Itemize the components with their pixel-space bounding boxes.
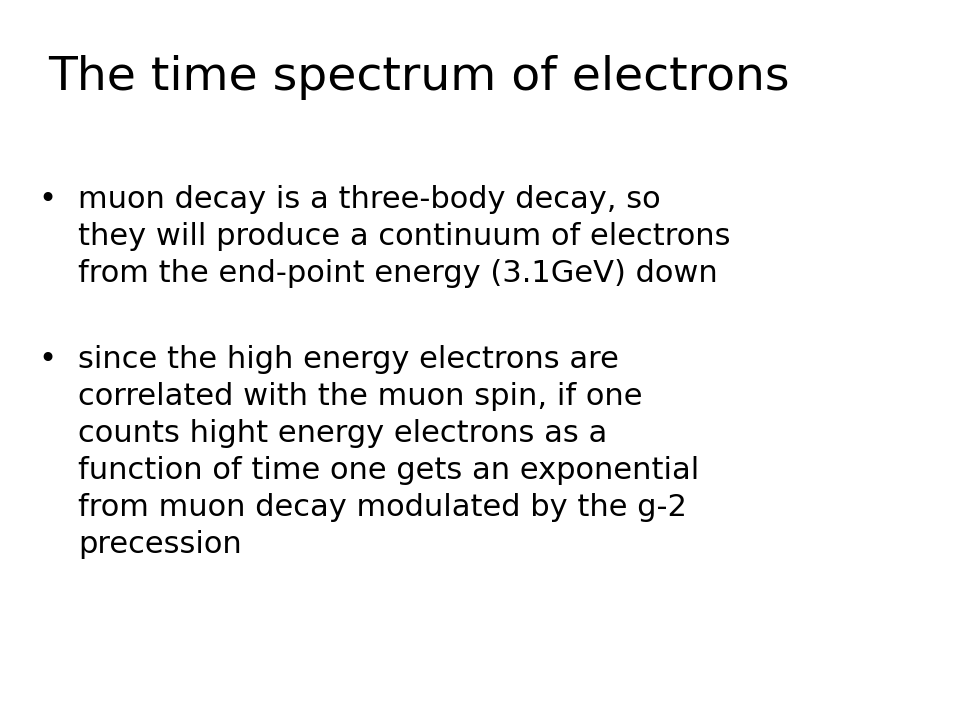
Text: since the high energy electrons are
correlated with the muon spin, if one
counts: since the high energy electrons are corr… — [78, 345, 699, 559]
Text: •: • — [38, 185, 56, 214]
Text: The time spectrum of electrons: The time spectrum of electrons — [48, 55, 789, 100]
Text: •: • — [38, 345, 56, 374]
Text: muon decay is a three-body decay, so
they will produce a continuum of electrons
: muon decay is a three-body decay, so the… — [78, 185, 731, 288]
